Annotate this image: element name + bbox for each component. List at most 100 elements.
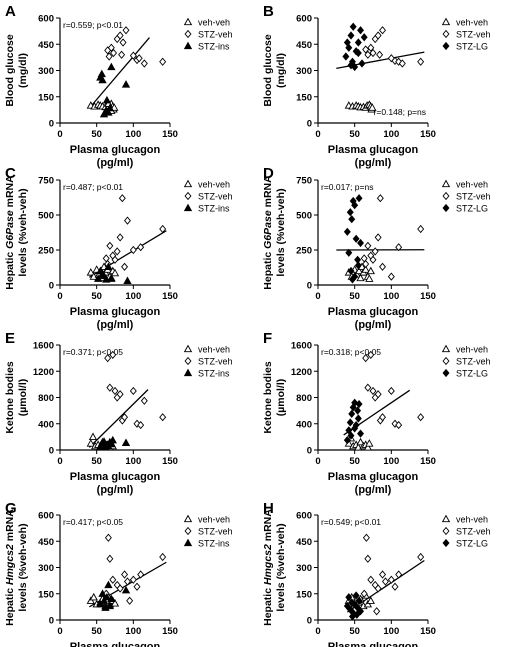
data-point-veh-veh-12 [110,268,120,277]
data-point-stz-veh-6 [116,233,124,242]
data-point-stz-veh-1 [104,533,112,542]
series-stz-lg [343,194,365,284]
y-axis-label: Blood glucose [4,34,16,106]
data-point-veh-veh-8 [363,443,373,451]
data-point-stz-veh-3 [369,386,377,396]
y-axis-label-part: mRNA [4,509,16,544]
data-point-veh-veh-1 [88,432,98,441]
data-point-stz-lg-3 [347,31,355,40]
x-tick-label: 50 [91,626,102,637]
legend: veh-veh STZ-veh STZ-ins [183,345,233,379]
data-point-legend-stz-ins [183,368,193,377]
legend-label: veh-veh [456,180,488,190]
x-tick-label: 0 [57,626,62,637]
data-point-stz-lg-11 [351,424,359,433]
data-point-stz-lg-5 [351,201,359,210]
data-point-stz-veh-4 [111,255,119,264]
y-tick-label: 300 [38,66,54,77]
data-point-stz-lg-3 [348,215,356,224]
legend: veh-veh STZ-veh STZ-ins [183,180,233,214]
data-point-stz-lg-6 [352,591,360,600]
y-tick-label: 400 [296,419,312,430]
data-point-stz-veh-7 [381,577,389,586]
data-point-legend-stz-veh [442,356,450,366]
data-point-stz-veh-6 [374,233,382,242]
data-point-stz-veh-6 [376,50,384,59]
x-tick-label: 150 [420,129,436,140]
y-tick-label: 800 [38,393,54,404]
y-tick-label: 600 [296,511,312,522]
data-point-stz-veh-8 [387,386,395,396]
data-point-legend-stz-lg [442,203,450,213]
y-axis-label-part: Hepatic [4,249,16,290]
data-point-stz-veh-11 [398,59,406,68]
x-tick-label: 0 [315,291,320,302]
data-point-veh-veh-0 [86,268,95,276]
x-axis-label: Plasma glucagon [328,306,419,318]
data-point-veh-veh-9 [110,599,120,607]
legend-label: veh-veh [198,345,230,355]
data-point-stz-veh-5 [374,584,382,593]
data-point-stz-veh-10 [417,224,425,234]
data-point-stz-ins-9 [121,438,131,446]
y-axis-label-italic: Hmgcs2 [4,544,16,585]
data-point-legend-veh-veh [441,179,451,188]
x-tick-label: 50 [91,129,102,140]
x-tick-label: 100 [125,291,141,302]
y-axis-label: (mg/dl) [17,53,29,88]
data-point-stz-lg-13 [348,275,356,284]
x-axis-label: Plasma glucagon [328,471,419,483]
data-point-stz-veh-8 [129,51,137,60]
series-stz-veh [360,533,425,616]
y-axis-label: levels (%veh-veh) [275,188,287,276]
data-point-veh-veh-1 [89,592,98,601]
y-tick-label: 250 [296,246,312,257]
x-tick-label: 100 [383,626,399,637]
data-point-stz-ins-0 [93,274,103,282]
regression-line [88,389,149,448]
y-tick-label: 600 [38,511,54,522]
data-point-stz-lg-12 [354,414,362,423]
y-tick-label: 0 [49,616,54,627]
series-stz-lg [343,591,365,621]
y-tick-label: 300 [296,563,312,574]
x-axis-label: Plasma glucagon [328,641,419,647]
data-point-stz-veh-2 [106,241,114,250]
y-tick-label: 500 [296,211,312,222]
data-point-stz-lg-2 [346,208,354,217]
y-tick-label: 250 [38,246,54,257]
data-point-legend-stz-ins [183,203,193,212]
y-axis-label: Blood glucose [262,34,274,106]
series-stz-veh [360,194,425,281]
x-axis-label: (pg/ml) [97,484,134,496]
data-point-stz-veh-10 [137,243,145,252]
data-point-stz-ins-4 [102,592,112,601]
y-axis-label: (mg/dl) [275,53,287,88]
x-tick-label: 100 [125,129,141,140]
x-axis-label: (pg/ml) [97,319,134,331]
legend-label: STZ-veh [198,527,233,537]
x-axis-label: (pg/ml) [97,157,134,169]
data-point-stz-veh-5 [113,247,121,256]
y-tick-label: 750 [296,176,312,187]
data-point-stz-lg-8 [354,38,362,47]
y-tick-label: 150 [296,92,312,103]
x-axis-label: Plasma glucagon [70,471,161,483]
data-point-stz-veh-10 [395,570,403,579]
legend-label: STZ-ins [198,42,230,52]
data-point-legend-stz-lg [442,368,450,378]
legend-label: STZ-ins [198,539,230,549]
data-point-veh-veh-8 [366,596,375,604]
data-point-stz-lg-2 [345,43,353,52]
data-point-legend-stz-lg [442,41,450,51]
data-point-stz-lg-1 [345,593,353,602]
y-tick-label: 0 [49,446,54,457]
legend: veh-veh STZ-veh STZ-LG [441,179,491,214]
data-point-stz-veh-11 [137,570,145,579]
data-point-stz-lg-10 [347,266,355,276]
y-axis-label: levels (%veh-veh) [17,188,29,276]
data-point-stz-veh-1 [106,383,114,392]
data-point-stz-lg-8 [355,596,363,605]
